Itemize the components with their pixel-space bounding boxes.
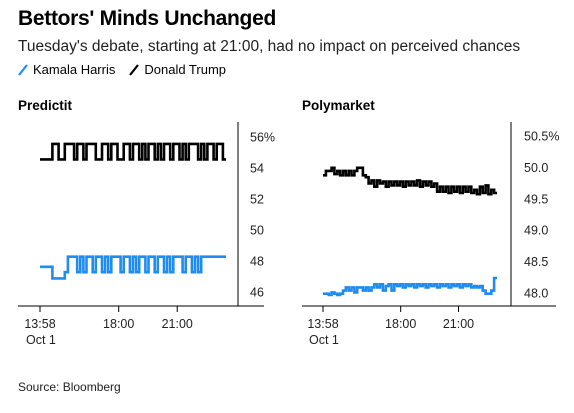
- polymarket-y-tick-label: 49.0: [524, 224, 548, 238]
- polymarket-series-line-harris: [323, 276, 497, 297]
- predictit-y-tick-label: 46: [250, 285, 264, 299]
- source-note: Source: Bloomberg: [18, 380, 121, 394]
- panel-title-predictit: Predictit: [18, 98, 73, 113]
- legend-label-trump: Donald Trump: [144, 62, 227, 77]
- predictit-x-tick-label: 13:58: [24, 317, 55, 331]
- predictit-x-tick-label: 18:00: [103, 317, 134, 331]
- polymarket-y-tick-label: 48.0: [524, 287, 548, 301]
- legend-item-harris: Kamala Harris: [18, 62, 115, 77]
- polymarket-x-tick-sublabel: Oct 1: [309, 333, 339, 347]
- chart-title: Bettors' Minds Unchanged: [18, 7, 276, 30]
- legend-item-trump: Donald Trump: [129, 62, 226, 77]
- panel-title-polymarket: Polymarket: [302, 98, 375, 113]
- predictit-y-tick-label: 52: [250, 193, 264, 207]
- polymarket-x-tick-label: 13:58: [307, 317, 338, 331]
- predictit-series-line-harris: [40, 255, 226, 280]
- legend-swatch-trump: [129, 63, 140, 76]
- legend-swatch-harris: [18, 63, 28, 76]
- predictit-series-line-trump: [40, 142, 226, 161]
- chart-subtitle: Tuesday's debate, starting at 21:00, had…: [18, 38, 521, 55]
- predictit-y-tick-label: 54: [250, 162, 264, 176]
- predictit-y-tick-label: 48: [250, 254, 264, 268]
- predictit-y-tick-label: 50: [250, 223, 264, 237]
- predictit-y-tick-label: 56%: [250, 131, 275, 145]
- polymarket-x-tick-label: 18:00: [385, 317, 416, 331]
- legend: Kamala Harris Donald Trump: [18, 62, 226, 77]
- predictit-x-tick-label: 21:00: [162, 317, 193, 331]
- polymarket-y-tick-label: 50.0: [524, 161, 548, 175]
- legend-label-harris: Kamala Harris: [33, 62, 116, 77]
- predictit-x-tick-sublabel: Oct 1: [26, 333, 56, 347]
- polymarket-series-line-trump: [323, 166, 497, 196]
- polymarket-y-tick-label: 50.5%: [524, 129, 559, 143]
- polymarket-x-tick-label: 21:00: [443, 317, 474, 331]
- polymarket-y-tick-label: 49.5: [524, 192, 548, 206]
- polymarket-y-tick-label: 48.5: [524, 255, 548, 269]
